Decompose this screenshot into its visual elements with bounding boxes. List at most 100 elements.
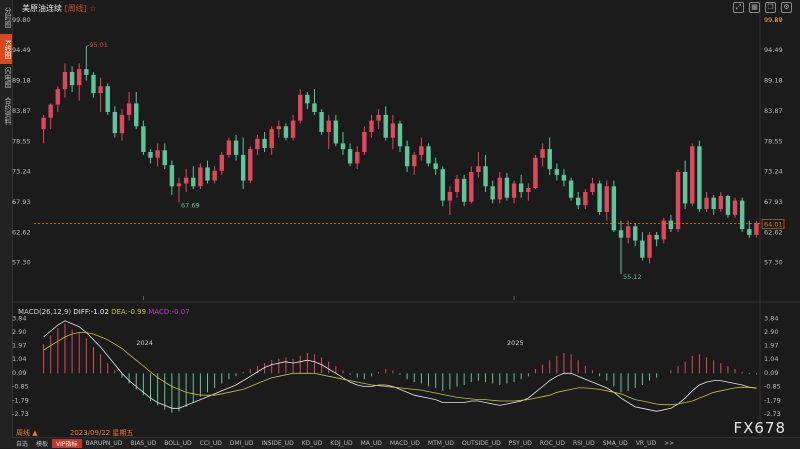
indicator-tab-15[interactable]: PSY_UD bbox=[508, 440, 532, 447]
candle-body bbox=[504, 177, 510, 198]
expand-icon[interactable]: ⤢ bbox=[733, 2, 744, 13]
indicator-tab-3[interactable]: BARUPN_UD bbox=[85, 440, 123, 447]
candle-body bbox=[326, 120, 331, 132]
candle-body bbox=[611, 186, 617, 231]
favorite-star-icon[interactable]: ☆ bbox=[89, 4, 97, 13]
current-price-label: 64.01 bbox=[764, 220, 783, 228]
price-tick-right-8: 57.30 bbox=[764, 259, 783, 267]
candle-body bbox=[583, 192, 588, 206]
candle-body bbox=[119, 114, 125, 134]
candle-body bbox=[319, 112, 324, 132]
macd-tick-right-5: -0.85 bbox=[764, 383, 781, 391]
candle-body bbox=[376, 114, 381, 121]
tile-icon[interactable]: ▦ bbox=[749, 2, 760, 13]
candle-body bbox=[148, 152, 153, 158]
indicator-tab-2[interactable]: VIP指标 bbox=[52, 439, 82, 448]
window-controls: ⤢ ▦ ❐ ⚙ bbox=[733, 2, 792, 13]
sidebar: 分时图 K线图闪电图合约资料 bbox=[0, 0, 13, 448]
macd-diff-line bbox=[43, 320, 757, 412]
candle-body bbox=[112, 112, 118, 134]
indicator-tab-5[interactable]: BOLL_UD bbox=[164, 440, 192, 447]
candle-body bbox=[183, 177, 189, 184]
candle-body bbox=[155, 150, 160, 158]
indicator-tab-18[interactable]: SMA_UD bbox=[602, 440, 628, 447]
candle-body bbox=[554, 169, 560, 175]
annotation-high: 95.01 bbox=[89, 41, 108, 49]
indicator-tab-12[interactable]: MACD_UD bbox=[389, 440, 420, 447]
sidebar-tab-3[interactable]: 合约资料 bbox=[4, 97, 12, 125]
indicator-tab-9[interactable]: KD_UD bbox=[301, 440, 323, 447]
time-label-0: 2024 bbox=[136, 339, 153, 347]
sidebar-tab-2[interactable]: 闪电图 bbox=[4, 66, 12, 88]
candle-body bbox=[412, 154, 417, 167]
indicator-tab-20[interactable]: >> bbox=[664, 440, 675, 447]
macd-diff-value: DIFF:-1.02 bbox=[73, 308, 109, 316]
candle-body bbox=[747, 229, 752, 235]
indicator-tab-16[interactable]: ROC_UD bbox=[539, 440, 565, 447]
candle-body bbox=[55, 89, 61, 105]
sidebar-tab-1[interactable]: K线图 bbox=[0, 34, 12, 64]
candle-body bbox=[476, 166, 481, 172]
macd-tick-right-2: 1.97 bbox=[764, 342, 778, 350]
candle-body bbox=[561, 174, 567, 181]
current-price-box bbox=[761, 219, 785, 229]
chart-area[interactable]: 99.80 99.80 94.49 94.49 89.18 89.18 83.87 83.87… bbox=[12, 0, 800, 437]
indicator-tab-14[interactable]: OUTSIDE_UD bbox=[461, 440, 501, 447]
macd-legend: MACD(26,12,9) DIFF:-1.02 DEA:-0.99 MACD:… bbox=[18, 308, 190, 316]
macd-tick-left-2: 1.97 bbox=[12, 342, 26, 350]
indicator-tab-11[interactable]: MA_UD bbox=[360, 440, 382, 447]
price-tick-right-2: 89.18 bbox=[764, 77, 783, 85]
candle-body bbox=[369, 120, 374, 132]
candle-body bbox=[262, 138, 267, 148]
price-tick-right-5: 73.24 bbox=[764, 168, 783, 176]
candle-body bbox=[754, 223, 759, 235]
candle-body bbox=[490, 186, 495, 200]
macd-tick-left-0: 3.84 bbox=[12, 314, 26, 322]
indicator-tab-17[interactable]: RSI_UD bbox=[572, 440, 595, 447]
candle-body bbox=[440, 169, 445, 201]
candle-body bbox=[362, 132, 367, 152]
candle-body bbox=[682, 172, 688, 204]
indicator-tab-8[interactable]: INSIDE_UD bbox=[261, 440, 294, 447]
sidebar-tab-0[interactable]: 分时图 bbox=[4, 6, 12, 28]
candle-body bbox=[312, 103, 317, 112]
indicator-tab-1[interactable]: 模板 bbox=[36, 441, 49, 448]
indicator-tab-4[interactable]: BIAS_UD bbox=[130, 440, 157, 447]
candle-body bbox=[483, 166, 488, 187]
candle-body bbox=[568, 180, 574, 198]
macd-indicator-name: MACD(26,12,9) bbox=[18, 308, 72, 316]
restore-icon[interactable]: ❐ bbox=[765, 2, 776, 13]
brand-logo: FX678 bbox=[733, 419, 786, 437]
candle-body bbox=[633, 226, 638, 241]
candle-body bbox=[41, 117, 46, 130]
candle-body bbox=[618, 230, 624, 238]
price-tick-right-3: 83.87 bbox=[764, 107, 783, 115]
settings-icon[interactable]: ⚙ bbox=[781, 2, 792, 13]
candle-body bbox=[540, 149, 545, 158]
macd-dea-line bbox=[43, 332, 757, 406]
period-arrow-icon[interactable]: ▲ bbox=[32, 429, 38, 437]
indicator-tab-6[interactable]: CCI_UD bbox=[199, 440, 222, 447]
candle-body bbox=[269, 129, 274, 148]
candle-body bbox=[675, 172, 681, 230]
indicator-tab-7[interactable]: DMI_UD bbox=[229, 440, 254, 447]
indicator-tab-0[interactable]: 自选 bbox=[16, 441, 29, 448]
candle-body bbox=[219, 154, 224, 171]
price-tick-left-0: 99.80 bbox=[12, 16, 31, 24]
price-tick-right-6: 67.93 bbox=[764, 198, 783, 206]
indicator-tab-13[interactable]: MTM_UD bbox=[427, 440, 454, 447]
period-selector[interactable]: 周线 bbox=[16, 429, 30, 437]
candle-body bbox=[76, 69, 82, 86]
macd-macd-value: MACD:-0.07 bbox=[148, 308, 190, 316]
candle-body bbox=[718, 196, 724, 210]
indicator-tab-bar: 自选 模板 VIP指标 BARUPN_UD BIAS_UD BOLL_UD CCI_UD DM… bbox=[12, 437, 800, 449]
indicator-tab-19[interactable]: VR_UD bbox=[635, 440, 657, 447]
candle-body bbox=[290, 120, 296, 138]
last-high-label: 99.27 bbox=[764, 16, 783, 24]
candle-body bbox=[604, 186, 609, 212]
candle-body bbox=[668, 220, 674, 230]
price-tick-left-4: 78.55 bbox=[12, 137, 31, 145]
indicator-tab-10[interactable]: KDJ_UD bbox=[330, 440, 353, 447]
candle-body bbox=[426, 146, 431, 164]
candle-body bbox=[212, 170, 217, 181]
